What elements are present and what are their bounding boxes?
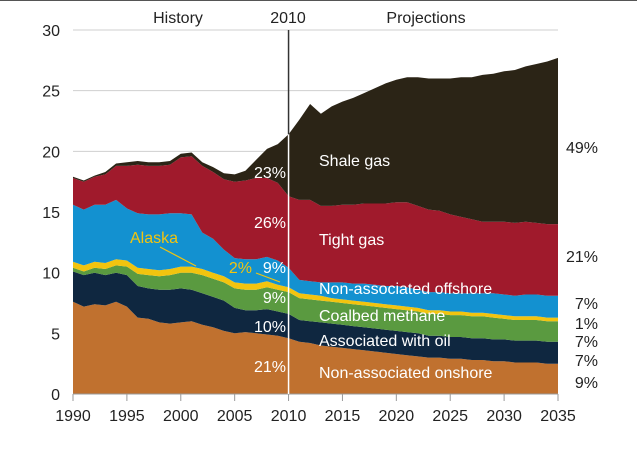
x-tick-label: 1995 <box>109 408 145 425</box>
label-tight-gas: Tight gas <box>319 232 384 249</box>
share-2010-associated: 10% <box>254 319 286 336</box>
y-tick-label: 5 <box>51 326 60 343</box>
share-2035-tight: 21% <box>566 249 598 266</box>
x-tick-label: 2005 <box>217 408 253 425</box>
alaska-leader-line <box>159 246 197 267</box>
area-non-associated-offshore <box>73 199 558 318</box>
x-tick-label: 2020 <box>379 408 415 425</box>
label-shale-gas: Shale gas <box>319 153 390 170</box>
header-projections: Projections <box>386 10 465 27</box>
label-offshore: Non-associated offshore <box>319 281 492 298</box>
share-2035-coalbed: 7% <box>575 334 598 351</box>
label-alaska: Alaska <box>130 230 178 247</box>
area-non-associated-onshore <box>73 301 558 394</box>
share-2010-offshore: 9% <box>263 260 286 277</box>
y-tick-labels: 0 5 10 15 20 25 30 <box>42 23 60 404</box>
y-tick-label: 30 <box>42 23 60 40</box>
top-border <box>0 0 637 1</box>
area-series <box>73 57 558 394</box>
header-divider-year: 2010 <box>270 10 306 27</box>
y-tick-label: 10 <box>42 266 60 283</box>
label-coalbed: Coalbed methane <box>319 308 445 325</box>
share-2035-associated: 7% <box>575 353 598 370</box>
x-tick-label: 2010 <box>271 408 307 425</box>
label-associated: Associated with oil <box>319 333 451 350</box>
x-tick-label: 2015 <box>325 408 361 425</box>
share-2010-shale: 23% <box>254 165 286 182</box>
share-2010-onshore: 21% <box>254 359 286 376</box>
area-shale-gas <box>73 57 558 225</box>
x-tick-labels: 1990 1995 2000 2005 2010 2015 2020 2025 2030 2035 <box>55 393 576 425</box>
y-tick-label: 25 <box>42 84 60 101</box>
y-tick-label: 0 <box>51 387 60 404</box>
label-onshore: Non-associated onshore <box>319 365 493 382</box>
header-history: History <box>153 10 203 27</box>
x-tick-label: 2000 <box>163 408 199 425</box>
y-tick-label: 15 <box>42 205 60 222</box>
share-2010-alaska: 2% <box>229 260 252 277</box>
area-alaska <box>73 259 558 322</box>
share-2035-alaska: 1% <box>575 316 598 333</box>
share-2010-tight: 26% <box>254 215 286 232</box>
share-2035-shale: 49% <box>566 140 598 157</box>
x-tick-label: 1990 <box>55 408 91 425</box>
share-2035-onshore: 9% <box>575 375 598 392</box>
x-tick-label: 2035 <box>540 408 576 425</box>
share-2035-offshore: 7% <box>575 296 598 313</box>
area-associated-with-oil <box>73 271 558 364</box>
x-tick-label: 2025 <box>432 408 468 425</box>
area-coalbed-methane <box>73 265 558 342</box>
alaska-2010-leader-line <box>255 272 281 283</box>
y-tick-label: 20 <box>42 144 60 161</box>
area-tight-gas <box>73 156 558 296</box>
share-2010-coalbed: 9% <box>263 290 286 307</box>
x-tick-label: 2030 <box>486 408 522 425</box>
